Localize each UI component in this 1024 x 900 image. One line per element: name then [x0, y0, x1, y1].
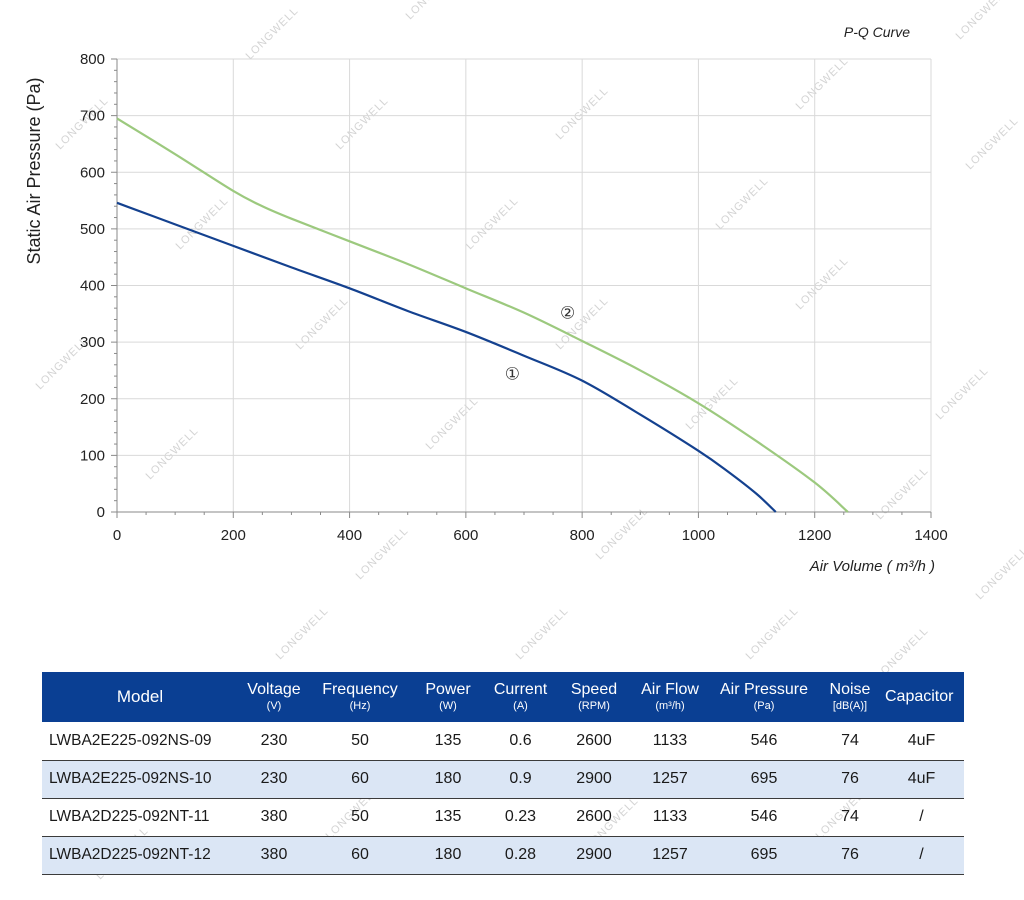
header-model: Model	[116, 687, 164, 706]
y-tick-label: 100	[80, 447, 105, 464]
cell-air-flow: 1133	[652, 731, 688, 749]
curve-label-2: ②	[560, 304, 575, 323]
cell-noise: 76	[841, 770, 859, 787]
header-air-pressure: Air Pressure (Pa)	[719, 681, 809, 712]
cell-noise: 76	[841, 846, 859, 863]
x-tick-label: 1000	[682, 527, 715, 544]
table-row: LWBA2D225-092NT-12 380 60 180 0.28 2900 …	[42, 836, 964, 874]
y-tick-label: 0	[97, 504, 105, 521]
cell-air-pressure: 695	[750, 770, 778, 787]
cell-voltage: 380	[260, 846, 288, 863]
table-row: LWBA2E225-092NS-10 230 60 180 0.9 2900 1…	[42, 760, 964, 798]
cell-frequency: 60	[351, 846, 369, 863]
header-capacitor: Capacitor	[885, 688, 954, 705]
cell-voltage: 380	[260, 808, 288, 825]
pq-curve-chart: 0 100 200 300 400 500 600 700 800 0 200 400 600 800 10…	[24, 24, 948, 575]
cell-current: 0.23	[504, 808, 537, 825]
cell-noise: 74	[841, 808, 859, 825]
curve-label-1: ①	[505, 364, 520, 383]
cell-voltage: 230	[260, 731, 288, 749]
cell-voltage: 230	[260, 770, 288, 787]
cell-current: 0.28	[504, 846, 537, 863]
series-lines	[116, 117, 849, 513]
cell-noise: 74	[841, 731, 859, 749]
cell-frequency: 50	[351, 808, 369, 825]
x-tick-label: 1400	[914, 527, 947, 544]
table-header-row: Model Voltage (V) Frequency (Hz) Power (W) …	[42, 672, 964, 722]
table-row: LWBA2D225-092NT-11 380 50 135 0.23 2600 …	[42, 798, 964, 836]
x-tick-label: 800	[570, 527, 595, 544]
cell-air-pressure: 546	[750, 808, 778, 825]
header-current: Current (A)	[493, 681, 548, 712]
cell-model: LWBA2D225-092NT-11	[49, 808, 210, 825]
header-speed: Speed (RPM)	[570, 681, 618, 712]
cell-speed: 2600	[576, 808, 612, 825]
cell-current: 0.9	[509, 770, 532, 787]
cell-model: LWBA2E225-092NS-09	[49, 731, 212, 749]
cell-speed: 2900	[576, 846, 612, 863]
cell-power: 180	[434, 846, 462, 863]
series-line-1	[116, 201, 777, 513]
watermark-text: LONGWELL	[274, 605, 331, 662]
x-axis-label: Air Volume ( m³/h )	[809, 558, 935, 575]
x-tick-label: 400	[337, 527, 362, 544]
cell-air-flow: 1257	[652, 846, 688, 863]
watermark-text: LONGWELL	[744, 605, 801, 662]
y-tick-label: 300	[80, 334, 105, 351]
cell-speed: 2600	[576, 731, 612, 749]
y-tick-label: 400	[80, 278, 105, 295]
x-tick-label: 600	[453, 527, 478, 544]
header-power: Power (W)	[425, 681, 471, 712]
x-tick-label: 200	[221, 527, 246, 544]
y-tick-label: 800	[80, 51, 105, 68]
cell-air-pressure: 695	[750, 846, 778, 863]
x-tick-label: 1200	[798, 527, 831, 544]
header-frequency: Frequency (Hz)	[322, 681, 398, 712]
series-line-2	[116, 117, 849, 513]
axes: 0 100 200 300 400 500 600 700 800 0 200 400 600 800 10…	[80, 51, 948, 544]
cell-speed: 2900	[576, 770, 612, 787]
header-voltage: Voltage (V)	[247, 681, 301, 712]
cell-frequency: 60	[351, 770, 369, 787]
grid	[117, 58, 932, 512]
cell-air-flow: 1257	[652, 770, 688, 787]
cell-capacitor: /	[919, 846, 924, 863]
table-row: LWBA2E225-092NS-09 230 50 135 0.6 2600 1…	[42, 722, 964, 760]
cell-power: 180	[434, 770, 462, 787]
cell-model: LWBA2D225-092NT-12	[49, 846, 211, 863]
cell-power: 135	[434, 731, 462, 749]
cell-air-pressure: 546	[750, 731, 778, 749]
cell-frequency: 50	[351, 731, 369, 749]
watermark-text: LONGWELL	[514, 605, 571, 662]
cell-capacitor: /	[919, 808, 924, 825]
header-air-flow: Air Flow (m³/h)	[641, 681, 699, 712]
annotations: ①②	[505, 304, 575, 384]
cell-air-flow: 1133	[652, 808, 688, 825]
y-tick-label: 600	[80, 164, 105, 181]
cell-power: 135	[434, 808, 462, 825]
header-noise: Noise [dB(A)]	[829, 681, 871, 712]
cell-current: 0.6	[509, 731, 532, 749]
cell-capacitor: 4uF	[907, 731, 936, 749]
cell-model: LWBA2E225-092NS-10	[49, 770, 212, 787]
cell-capacitor: 4uF	[907, 770, 936, 787]
x-tick-label: 0	[113, 527, 121, 544]
chart-title: P-Q Curve	[844, 24, 910, 40]
spec-table: Model Voltage (V) Frequency (Hz) Power (W) …	[42, 672, 964, 875]
y-tick-label: 700	[80, 108, 105, 125]
y-tick-label: 200	[80, 391, 105, 408]
y-tick-label: 500	[80, 221, 105, 238]
y-axis-label: Static Air Pressure (Pa)	[24, 77, 44, 264]
